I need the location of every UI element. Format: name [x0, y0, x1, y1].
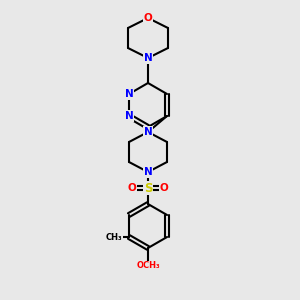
Text: O: O: [144, 13, 152, 23]
Text: O: O: [128, 183, 136, 193]
Text: S: S: [144, 182, 152, 194]
Text: O: O: [160, 183, 168, 193]
Text: N: N: [124, 89, 134, 99]
Text: N: N: [124, 111, 134, 121]
Text: OCH₃: OCH₃: [136, 262, 160, 271]
Text: CH₃: CH₃: [106, 232, 122, 242]
Text: N: N: [144, 53, 152, 63]
Text: N: N: [144, 167, 152, 177]
Text: N: N: [144, 127, 152, 137]
